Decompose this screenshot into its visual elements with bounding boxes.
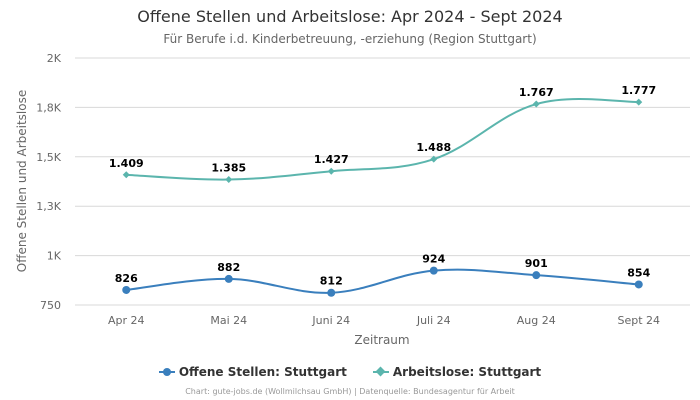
legend-label-arbeitslose: Arbeitslose: Stuttgart	[392, 365, 542, 379]
data-point-arbeitslose[interactable]	[122, 171, 130, 179]
data-point-offene-stellen[interactable]	[122, 285, 131, 294]
legend: Offene Stellen: Stuttgart Arbeitslose: S…	[0, 365, 700, 379]
x-tick-label: Sept 24	[617, 314, 660, 327]
y-tick-label: 1,8K	[36, 101, 61, 114]
legend-label-offene-stellen: Offene Stellen: Stuttgart	[178, 365, 347, 379]
y-tick-label: 750	[40, 299, 61, 312]
y-axis-ticks: 750 1K 1,3K 1,5K 1,8K 2K	[36, 52, 61, 312]
data-point-offene-stellen[interactable]	[532, 271, 541, 280]
x-axis-title: Zeitraum	[354, 333, 409, 347]
x-axis-ticks: Apr 24 Mai 24 Juni 24 Juli 24 Aug 24 Sept 24	[108, 314, 660, 327]
credits[interactable]: Chart: gute-jobs.de (Wollmilchsau GmbH) …	[185, 387, 515, 396]
legend-diamond-icon	[372, 366, 389, 377]
y-tick-label: 1K	[47, 250, 62, 263]
x-tick-label: Apr 24	[108, 314, 145, 327]
data-point-arbeitslose[interactable]	[225, 176, 233, 184]
data-label-arbeitslose: 1.409	[109, 157, 144, 170]
data-label-offene-stellen: 882	[217, 261, 240, 274]
y-tick-label: 1,5K	[36, 151, 61, 164]
x-tick-label: Juni 24	[311, 314, 350, 327]
series-layer	[122, 97, 643, 297]
series-line-offene-stellen	[126, 268, 639, 294]
y-axis-title: Offene Stellen und Arbeitslose	[15, 90, 29, 272]
data-label-arbeitslose: 1.385	[211, 162, 246, 175]
legend-item-offene-stellen[interactable]: Offene Stellen: Stuttgart	[158, 365, 347, 379]
data-point-arbeitslose[interactable]	[532, 100, 540, 108]
data-point-offene-stellen[interactable]	[327, 288, 336, 297]
data-label-offene-stellen: 812	[320, 275, 343, 288]
grid-layer	[75, 57, 690, 306]
data-point-offene-stellen[interactable]	[634, 280, 643, 289]
chart-title: Offene Stellen und Arbeitslose: Apr 2024…	[137, 7, 563, 26]
data-label-arbeitslose: 1.427	[314, 153, 349, 166]
data-point-arbeitslose[interactable]	[635, 98, 643, 106]
data-labels: 826 882 812 924 901 854 1.409 1.385 1.427 1.488 1.…	[109, 84, 656, 288]
y-tick-label: 1,3K	[36, 200, 61, 213]
data-label-offene-stellen: 901	[525, 257, 548, 270]
data-point-offene-stellen[interactable]	[224, 274, 233, 283]
data-label-arbeitslose: 1.767	[519, 86, 554, 99]
data-point-offene-stellen[interactable]	[429, 266, 438, 275]
x-tick-label: Mai 24	[210, 314, 247, 327]
legend-circle-icon	[158, 367, 175, 377]
y-tick-label: 2K	[47, 52, 62, 65]
series-line-arbeitslose	[126, 97, 639, 181]
legend-item-arbeitslose[interactable]: Arbeitslose: Stuttgart	[372, 365, 542, 379]
data-label-offene-stellen: 826	[115, 272, 138, 285]
data-point-arbeitslose[interactable]	[430, 155, 438, 163]
data-label-offene-stellen: 854	[627, 266, 650, 279]
data-label-arbeitslose: 1.488	[416, 141, 451, 154]
x-tick-label: Aug 24	[517, 314, 556, 327]
data-label-arbeitslose: 1.777	[621, 84, 656, 97]
chart-subtitle: Für Berufe i.d. Kinderbetreuung, -erzieh…	[163, 32, 537, 46]
x-tick-label: Juli 24	[416, 314, 451, 327]
data-point-arbeitslose[interactable]	[327, 167, 335, 175]
data-label-offene-stellen: 924	[422, 253, 445, 266]
